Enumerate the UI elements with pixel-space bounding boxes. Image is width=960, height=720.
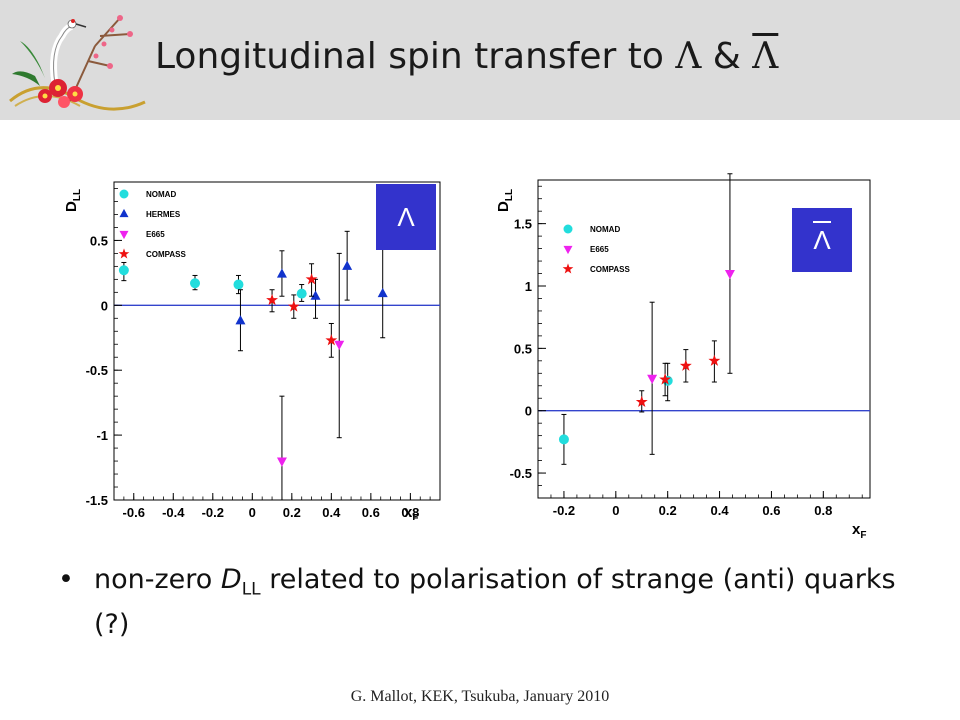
data-point bbox=[296, 288, 307, 299]
data-point bbox=[334, 340, 345, 350]
x-axis-label: xF bbox=[852, 521, 866, 541]
y-tick-label: -0.5 bbox=[510, 466, 532, 481]
x-tick-label: -0.2 bbox=[553, 503, 575, 518]
legend-marker bbox=[563, 224, 573, 234]
crane-logo-icon bbox=[9, 15, 146, 111]
bullet-dot: • bbox=[58, 564, 74, 595]
series-nomad bbox=[118, 261, 307, 302]
x-tick-label: 0.4 bbox=[711, 503, 730, 518]
y-tick-label: 0.5 bbox=[90, 233, 108, 248]
data-point bbox=[118, 265, 129, 276]
y-tick-label: 1 bbox=[525, 279, 532, 294]
data-point bbox=[724, 270, 735, 280]
legend-entry: NOMAD bbox=[590, 225, 620, 234]
data-point bbox=[287, 300, 300, 312]
legend-entry: COMPASS bbox=[590, 265, 631, 274]
antilambda-plot: -0.2 0 0.2 0.4 0.6 0.8 -0.5 0 0.5 1 1.5 DLL xF NOMAD E… bbox=[490, 172, 885, 542]
x-tick-label: 0.2 bbox=[283, 505, 301, 520]
legend-entry: HERMES bbox=[146, 210, 181, 219]
chart-svg: -0.6 -0.4 -0.2 0 0.2 0.4 0.6 0.8 -1.5 -1 -0.5 0 0.5 D… bbox=[63, 181, 441, 524]
badge-box bbox=[792, 208, 852, 272]
x-tick-label: 0.6 bbox=[762, 503, 780, 518]
x-tick-label: 0.2 bbox=[659, 503, 677, 518]
legend-marker bbox=[563, 245, 573, 255]
data-point bbox=[305, 273, 318, 285]
title-ampersand: & bbox=[712, 36, 741, 77]
legend-marker bbox=[562, 263, 574, 274]
data-point bbox=[310, 290, 321, 300]
data-point bbox=[235, 315, 246, 325]
data-point bbox=[647, 374, 658, 385]
x-tick-label: -0.6 bbox=[123, 505, 145, 520]
badge-symbol: Λ bbox=[813, 225, 831, 255]
x-axis-label: xF bbox=[404, 504, 418, 520]
badge-box bbox=[376, 184, 436, 250]
series-compass bbox=[266, 263, 338, 358]
y-tick-label: 1.5 bbox=[514, 217, 532, 232]
bullet-text: non-zero DLL related to polarisation of … bbox=[94, 564, 896, 641]
data-point bbox=[190, 278, 201, 289]
legend-entry: E665 bbox=[146, 230, 165, 239]
slide-title: Longitudinal spin transfer to Λ & Λ bbox=[155, 36, 778, 77]
data-point bbox=[558, 434, 569, 445]
x-tick-label: 0.4 bbox=[322, 505, 341, 520]
x-tick-label: -0.2 bbox=[202, 505, 224, 520]
series-e665 bbox=[276, 252, 345, 501]
x-tick-label: 0.8 bbox=[401, 505, 419, 520]
x-tick-label: -0.4 bbox=[162, 505, 185, 520]
y-tick-label: -1.5 bbox=[86, 493, 108, 508]
data-point bbox=[342, 260, 353, 270]
data-point bbox=[276, 268, 287, 278]
data-point bbox=[266, 293, 278, 306]
x-tick-label: 0.6 bbox=[362, 505, 380, 520]
legend-entry: COMPASS bbox=[146, 250, 187, 259]
series-compass bbox=[635, 340, 721, 413]
lambda-plot: -0.6 -0.4 -0.2 0 0.2 0.4 0.6 0.8 -1.5 -1 -0.5 0 0.5 D… bbox=[62, 170, 442, 524]
y-axis-label: DLL bbox=[495, 189, 515, 212]
title-prefix: Longitudinal spin transfer to bbox=[155, 36, 664, 77]
data-point bbox=[708, 354, 721, 366]
title-lambda: Λ bbox=[675, 36, 702, 77]
legend-entry: E665 bbox=[590, 245, 609, 254]
y-tick-label: 0 bbox=[101, 298, 108, 313]
data-point bbox=[377, 287, 388, 298]
x-tick-label: 0.8 bbox=[814, 503, 832, 518]
series-hermes bbox=[235, 230, 388, 352]
data-point bbox=[325, 334, 338, 346]
data-point bbox=[233, 279, 244, 290]
legend-marker bbox=[119, 189, 129, 199]
data-point bbox=[679, 359, 692, 371]
x-tick-label: 0 bbox=[612, 503, 619, 518]
data-point bbox=[659, 373, 672, 385]
y-tick-label: -1 bbox=[96, 428, 108, 443]
legend-marker bbox=[119, 208, 129, 218]
legend-marker bbox=[119, 230, 129, 240]
y-axis-label: DLL bbox=[63, 189, 83, 212]
title-antilambda: Λ bbox=[752, 36, 779, 77]
chart-svg: -0.2 0 0.2 0.4 0.6 0.8 -0.5 0 0.5 1 1.5 DLL xF NOMAD E… bbox=[495, 173, 871, 541]
data-point bbox=[635, 395, 648, 408]
slide-header: Longitudinal spin transfer to Λ & Λ bbox=[0, 0, 960, 120]
legend-marker bbox=[118, 248, 130, 259]
slide-footer: G. Mallot, KEK, Tsukuba, January 2010 bbox=[350, 688, 610, 705]
y-tick-label: -0.5 bbox=[86, 363, 108, 378]
x-tick-label: 0 bbox=[249, 505, 256, 520]
legend-entry: NOMAD bbox=[146, 190, 176, 199]
badge-symbol: Λ bbox=[397, 202, 415, 232]
data-point bbox=[276, 457, 287, 467]
series-e665 bbox=[647, 173, 735, 455]
y-tick-label: 0 bbox=[525, 404, 532, 419]
y-tick-label: 0.5 bbox=[514, 341, 532, 356]
